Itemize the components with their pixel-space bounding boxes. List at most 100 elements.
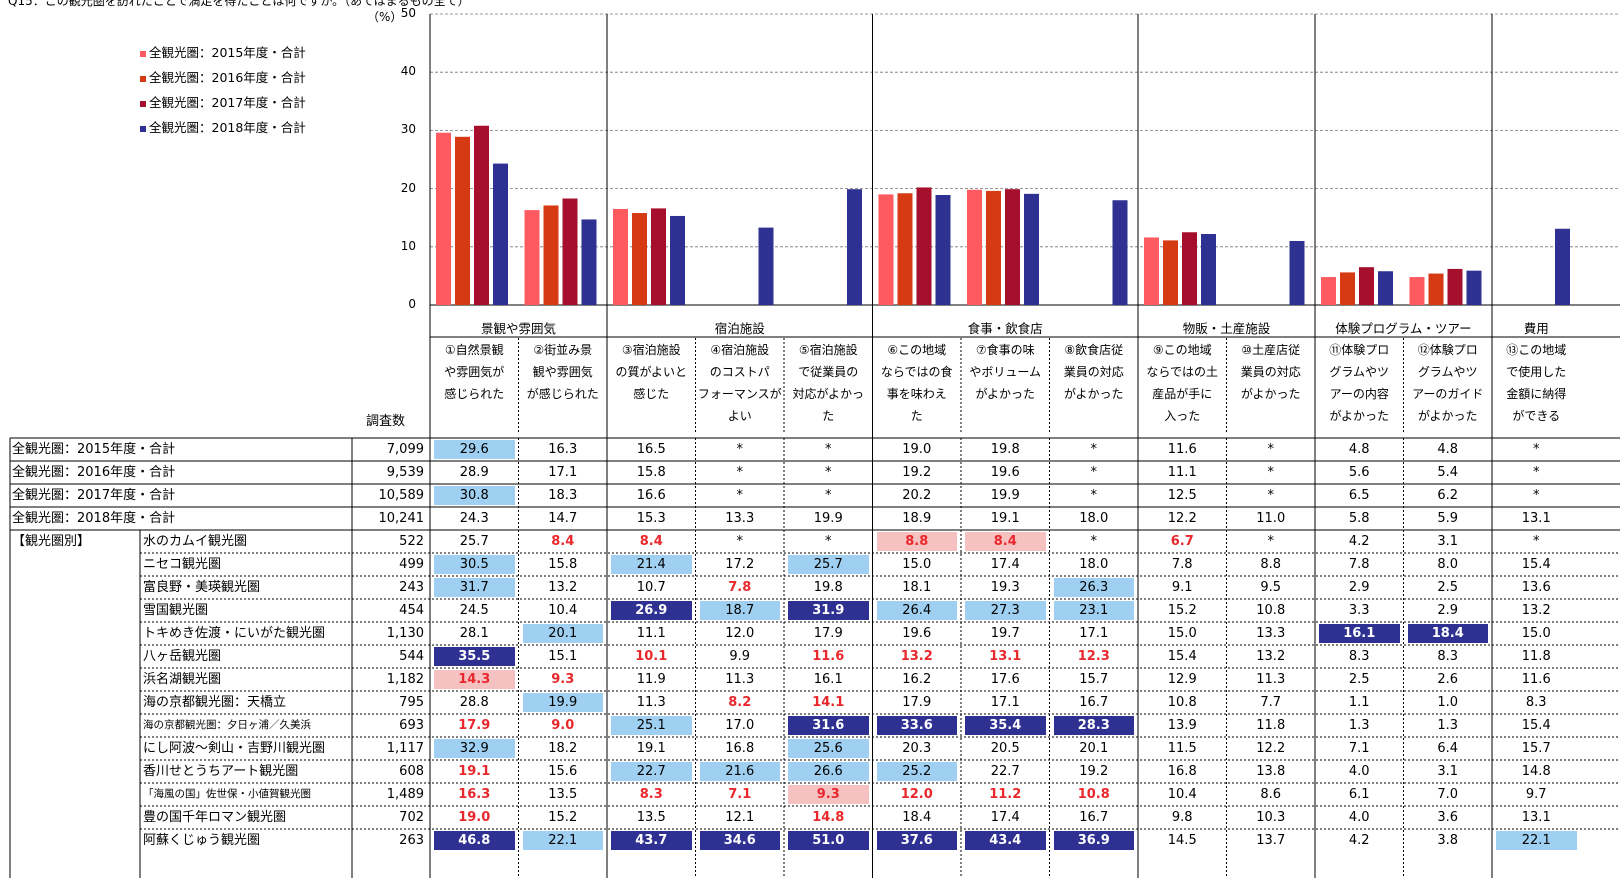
table-cell: 29.6: [434, 440, 515, 459]
legend-entry: 全観光圏：2015年度・合計: [140, 43, 306, 63]
table-cell: *: [825, 465, 832, 480]
legend-entry: 全観光圏：2016年度・合計: [140, 68, 306, 88]
bar: [967, 189, 982, 305]
category-label: ⑨この地域: [1152, 343, 1212, 357]
table-cell: 19.8: [990, 442, 1020, 457]
row-label: 八ヶ岳観光圏: [143, 649, 222, 664]
table-cell: 18.7: [699, 601, 780, 620]
table-cell: 22.7: [611, 762, 692, 781]
category-label: ならではの食: [880, 365, 953, 379]
table-cell: 12.2: [1256, 741, 1286, 756]
table-cell: 11.8: [1256, 718, 1286, 733]
table-cell: 43.7: [611, 831, 692, 850]
table-cell: *: [1533, 534, 1540, 549]
table-cell: 28.9: [459, 465, 489, 480]
table-cell: 15.4: [1521, 718, 1551, 733]
table-cell: 11.6: [1521, 672, 1551, 687]
section-label: 【観光圏別】: [12, 534, 91, 549]
table-cell: 3.8: [1437, 833, 1459, 848]
table-cell: 18.4: [902, 810, 932, 825]
table-cell: 9.0: [551, 718, 575, 733]
table-cell: 15.7: [1521, 741, 1551, 756]
table-cell: *: [1267, 534, 1275, 549]
y-tick-label: 50: [400, 6, 416, 20]
category-group-label: 物販・土産施設: [1182, 321, 1271, 336]
table-cell: 20.3: [902, 741, 932, 756]
bar: [1428, 273, 1444, 305]
category-label: 対応がよかっ: [792, 387, 864, 401]
table-cell: 33.6: [876, 716, 957, 735]
table-cell: 19.9: [813, 511, 843, 526]
table-cell: 10.8: [1256, 603, 1286, 618]
y-tick-label: 40: [400, 64, 416, 79]
table-cell: 19.1: [636, 741, 666, 756]
legend-swatch: [140, 125, 146, 132]
table-cell: 22.1: [1496, 831, 1577, 850]
bar: [935, 195, 951, 305]
table-cell: 15.2: [1167, 603, 1197, 618]
legend-entry: 全観光圏：2018年度・合計: [140, 118, 306, 138]
table-cell: 9.7: [1525, 787, 1547, 802]
sample-size: 454: [399, 603, 424, 618]
category-label: アーの内容: [1329, 387, 1389, 401]
table-cell: 5.8: [1348, 511, 1370, 526]
bar: [1409, 277, 1425, 305]
sample-size: 10,241: [378, 511, 425, 526]
table-cell: 4.2: [1348, 534, 1370, 549]
legend-swatch: [140, 100, 146, 107]
table-cell: 14.7: [548, 511, 578, 526]
category-label: が感じられた: [526, 387, 599, 401]
table-cell: 2.5: [1348, 672, 1370, 687]
table-cell: 16.7: [1079, 810, 1109, 825]
table-cell: *: [825, 442, 832, 457]
table-cell: 1.3: [1437, 718, 1459, 733]
bar: [878, 194, 894, 305]
category-label: や雰囲気が: [444, 365, 505, 379]
table-cell: 6.5: [1348, 488, 1370, 503]
category-label: ⑫体験プロ: [1417, 343, 1478, 357]
sample-size: 1,182: [386, 672, 424, 687]
sample-size: 522: [399, 534, 424, 549]
bar: [897, 193, 913, 305]
table-cell: 24.5: [459, 603, 489, 618]
table-cell: 25.6: [788, 739, 869, 758]
category-group-label: 景観や雰囲気: [480, 321, 556, 336]
table-cell: 16.3: [548, 442, 578, 457]
table-cell: 13.2: [548, 580, 578, 595]
table-cell: 34.6: [699, 831, 780, 850]
category-label: ④宿泊施設: [710, 343, 770, 357]
table-cell: 8.2: [728, 695, 752, 710]
table-cell: 19.2: [902, 465, 932, 480]
table-cell: 19.9: [522, 693, 603, 712]
table-cell: 4.8: [1348, 442, 1370, 457]
table-cell: 7.8: [728, 580, 752, 595]
table-cell: 12.9: [1167, 672, 1197, 687]
table-cell: 43.4: [965, 831, 1046, 850]
table-cell: 11.1: [636, 626, 666, 641]
table-cell: 10.8: [1077, 787, 1110, 802]
table-cell: 7.7: [1260, 695, 1282, 710]
table-cell: 46.8: [434, 831, 515, 850]
table-cell: 17.9: [813, 626, 843, 641]
table-cell: 8.4: [639, 534, 663, 549]
y-axis-unit: （%）: [367, 10, 403, 24]
table-cell: 11.1: [1167, 465, 1197, 480]
bar: [1005, 189, 1020, 305]
bar: [632, 213, 647, 305]
table-cell: 11.6: [812, 649, 845, 664]
table-cell: 11.2: [989, 787, 1022, 802]
table-cell: 12.3: [1077, 649, 1110, 664]
table-cell: 1.1: [1348, 695, 1370, 710]
category-label: フォーマンスが: [697, 387, 782, 401]
table-cell: 13.2: [1256, 649, 1286, 664]
table-cell: 3.6: [1437, 810, 1459, 825]
table-cell: 13.1: [1521, 810, 1551, 825]
category-label: ⑩土産店従: [1241, 343, 1301, 357]
row-label: 香川せとうちアート観光圏: [143, 764, 299, 779]
row-label: 全観光圏：2018年度・合計: [12, 511, 176, 526]
table-cell: 13.5: [548, 787, 578, 802]
table-cell: 18.3: [548, 488, 578, 503]
bar: [562, 198, 578, 305]
table-cell: 28.1: [459, 626, 489, 641]
